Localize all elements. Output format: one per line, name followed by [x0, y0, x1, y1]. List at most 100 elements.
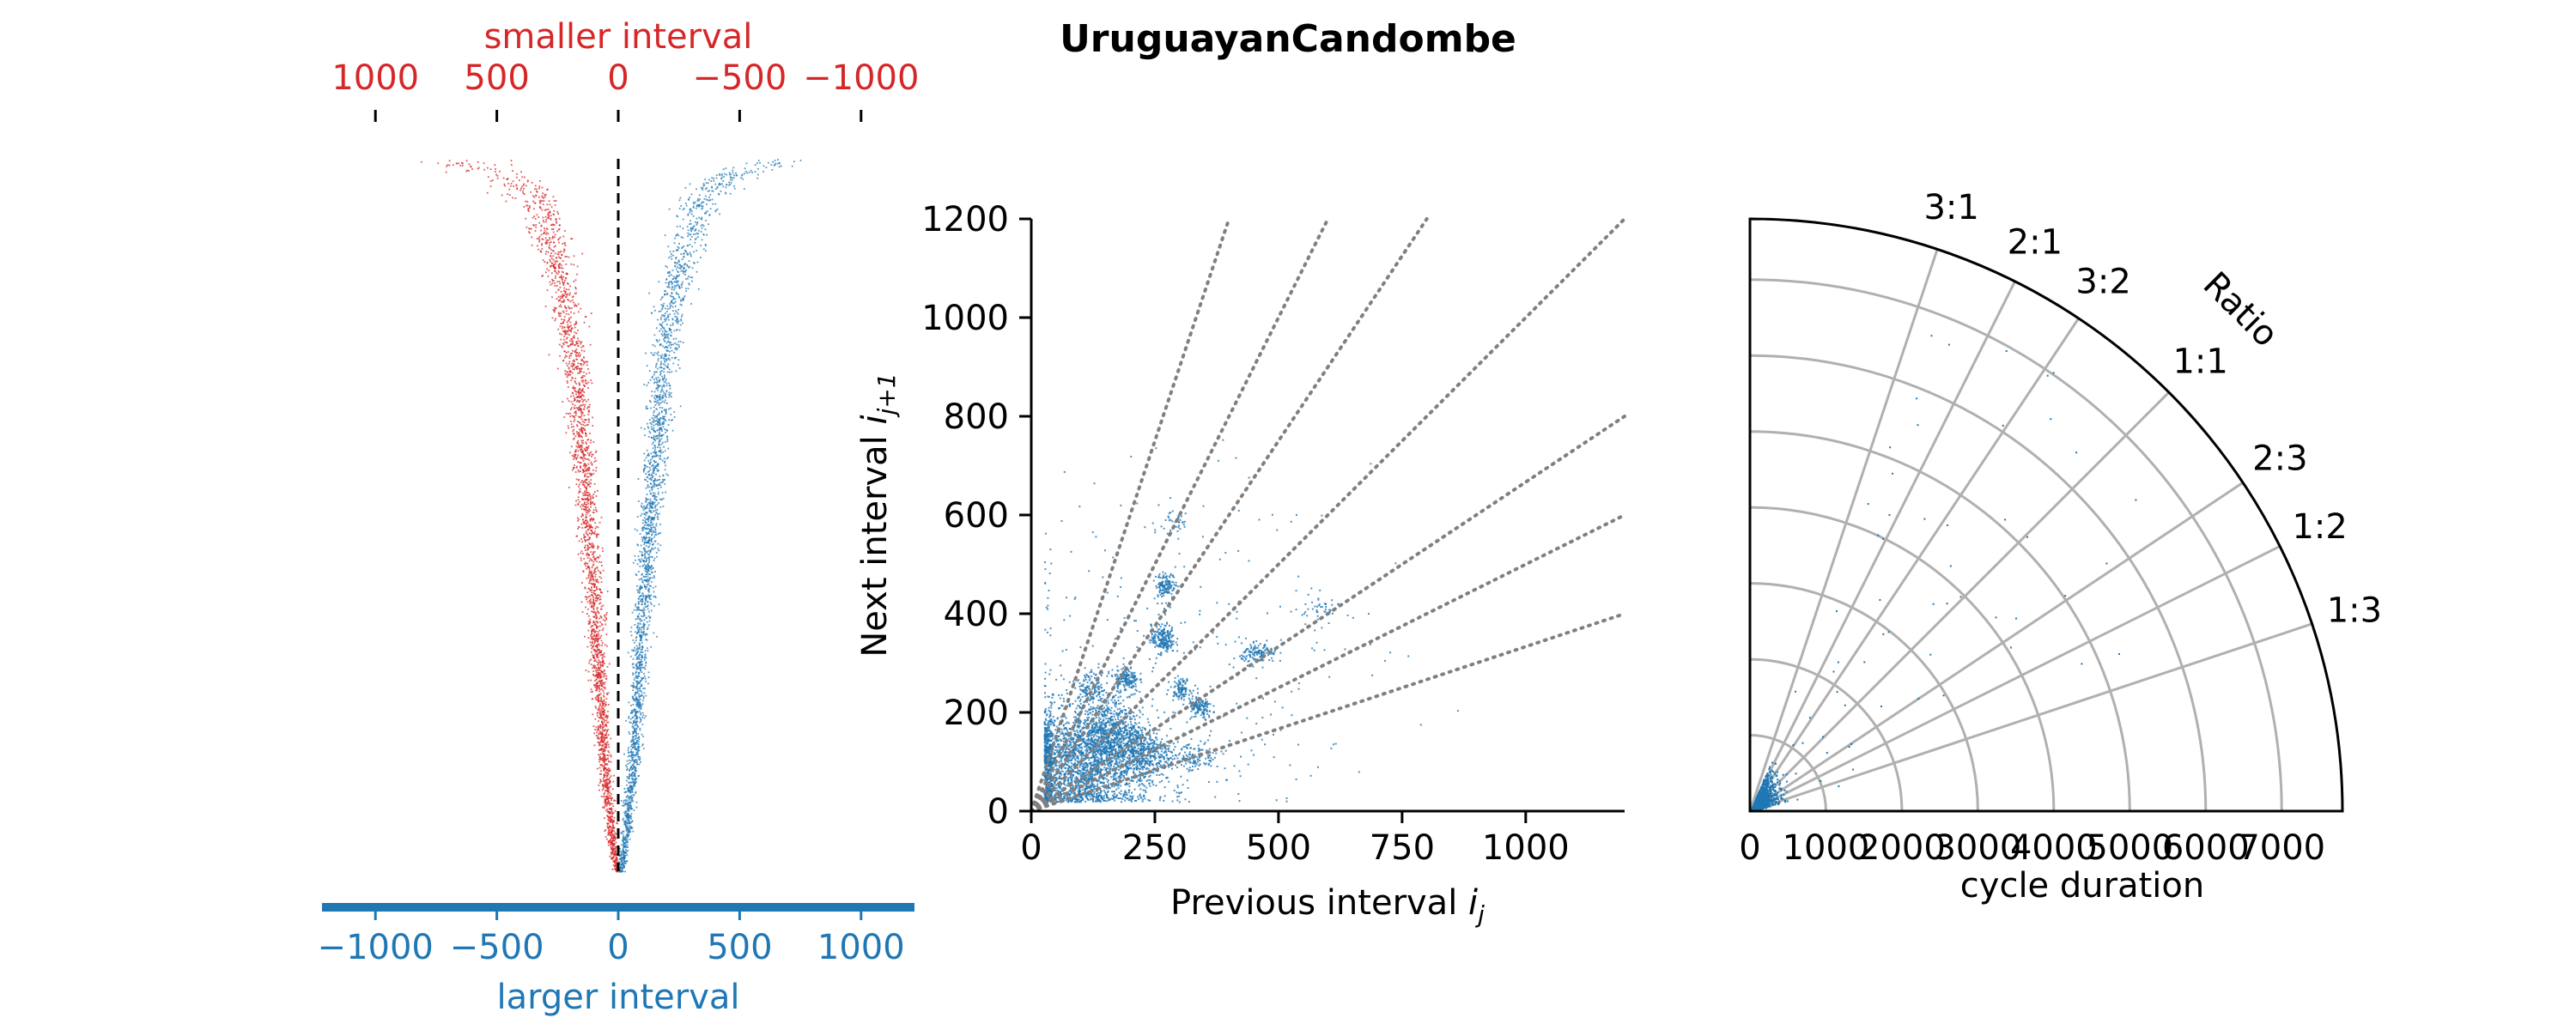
interval-point	[680, 299, 682, 301]
interval-point	[601, 642, 604, 644]
interval-point	[708, 214, 711, 215]
interval-point	[585, 670, 587, 671]
interval-point	[553, 270, 556, 272]
interval-point	[640, 761, 641, 763]
interval-point	[546, 228, 549, 230]
interval-point	[645, 565, 647, 566]
interval-point	[683, 267, 685, 269]
interval-point	[592, 583, 595, 585]
interval-point	[542, 216, 544, 219]
interval-point	[541, 238, 544, 240]
interval-point	[586, 613, 588, 615]
interval-point	[630, 813, 633, 815]
interval-point	[674, 315, 677, 318]
interval-point	[637, 733, 640, 735]
interval-point	[677, 341, 680, 343]
interval-point	[586, 491, 588, 494]
interval-point	[633, 747, 635, 748]
interval-point	[652, 484, 654, 487]
interval-point	[582, 427, 585, 429]
interval-point	[597, 685, 598, 688]
interval-point	[578, 490, 580, 493]
interval-point	[639, 663, 641, 664]
interval-point	[580, 430, 582, 432]
interval-point	[757, 167, 759, 170]
interval-point	[607, 844, 610, 846]
interval-point	[608, 760, 610, 762]
interval-point	[559, 287, 562, 288]
interval-point	[605, 829, 607, 831]
interval-point	[596, 633, 598, 635]
interval-point	[629, 754, 631, 757]
interval-point	[587, 410, 590, 412]
interval-point	[631, 827, 634, 829]
interval-point	[597, 663, 599, 666]
interval-point	[573, 335, 575, 337]
interval-point	[629, 741, 632, 743]
interval-point	[545, 221, 547, 223]
interval-point	[678, 329, 681, 331]
interval-point	[550, 248, 552, 251]
interval-point	[606, 741, 609, 743]
interval-point	[628, 815, 629, 818]
interval-point	[571, 299, 574, 301]
interval-point	[589, 518, 592, 520]
interval-point	[597, 581, 599, 584]
interval-point	[645, 715, 647, 718]
interval-point	[584, 536, 586, 537]
interval-point	[629, 722, 632, 724]
interval-point	[650, 526, 653, 529]
interval-point	[662, 379, 665, 381]
interval-point	[631, 808, 633, 810]
interval-point	[634, 554, 636, 557]
interval-point	[643, 626, 646, 628]
interval-point	[631, 789, 634, 791]
interval-point	[584, 586, 586, 589]
interval-point	[633, 721, 635, 724]
interval-point	[622, 848, 624, 851]
interval-point	[577, 503, 580, 505]
interval-point	[608, 802, 611, 804]
interval-point	[594, 599, 597, 602]
interval-point	[624, 870, 626, 873]
interval-point	[732, 169, 733, 172]
interval-point	[675, 291, 677, 294]
interval-point	[635, 742, 637, 745]
interval-point	[679, 197, 682, 199]
interval-point	[626, 766, 629, 768]
interval-point	[574, 305, 575, 307]
interval-point	[552, 213, 555, 215]
interval-point	[629, 829, 631, 832]
interval-point	[528, 205, 531, 207]
interval-point	[514, 197, 517, 199]
interval-point	[665, 457, 668, 460]
interval-point	[674, 276, 676, 279]
interval-point	[704, 188, 707, 191]
interval-point	[588, 662, 591, 664]
interval-point	[660, 362, 662, 365]
interval-point	[556, 285, 558, 287]
interval-point	[527, 231, 530, 233]
interval-point	[574, 331, 576, 334]
interval-point	[538, 200, 541, 203]
interval-point	[586, 439, 589, 441]
interval-point	[512, 170, 513, 172]
interval-point	[594, 635, 596, 637]
interval-point	[655, 327, 658, 330]
interval-point	[596, 673, 598, 676]
interval-point	[649, 552, 652, 554]
interval-point	[586, 446, 589, 448]
interval-point	[596, 714, 598, 717]
interval-point	[579, 387, 580, 390]
interval-point	[585, 596, 587, 598]
interval-point	[645, 657, 647, 659]
interval-point	[662, 394, 665, 397]
interval-point	[639, 533, 641, 535]
interval-point	[690, 213, 693, 215]
interval-point	[593, 680, 596, 682]
interval-point	[561, 327, 563, 330]
interval-point	[601, 644, 603, 646]
interval-point	[569, 370, 572, 372]
interval-point	[573, 456, 575, 458]
interval-point	[591, 606, 592, 609]
